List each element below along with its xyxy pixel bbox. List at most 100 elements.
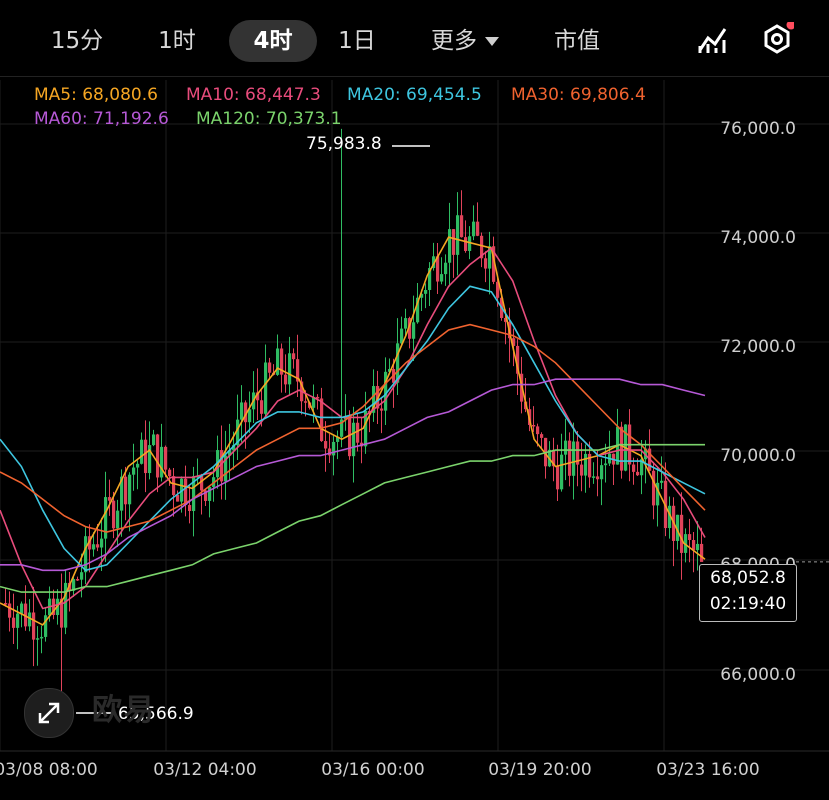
tab-more[interactable]: 更多 bbox=[415, 20, 515, 62]
candle-body bbox=[476, 221, 480, 236]
tab-4h[interactable]: 4时 bbox=[229, 20, 317, 62]
candle-body bbox=[420, 293, 424, 298]
ma30-legend: MA30: 69,806.4 bbox=[511, 85, 646, 105]
candle-body bbox=[536, 426, 540, 435]
y-tick-label: 72,000.0 bbox=[720, 337, 796, 357]
candle-body bbox=[8, 603, 12, 618]
candle-body bbox=[296, 359, 300, 382]
candle-body bbox=[40, 636, 44, 639]
candle-body bbox=[60, 598, 64, 628]
candle-body bbox=[188, 505, 192, 512]
candle-body bbox=[484, 258, 488, 269]
candle-body bbox=[168, 469, 172, 477]
tab-market-cap[interactable]: 市值 bbox=[554, 28, 600, 54]
x-tick-label: 03/12 04:00 bbox=[153, 760, 256, 780]
candle-body bbox=[588, 453, 592, 478]
candle-body bbox=[132, 467, 136, 475]
candle-body bbox=[700, 543, 704, 562]
candle-body bbox=[692, 540, 696, 551]
candle-body bbox=[332, 441, 336, 456]
candle-body bbox=[680, 514, 684, 553]
candle-body bbox=[324, 441, 328, 449]
candle-body bbox=[76, 579, 80, 581]
candle-countdown: 02:19:40 bbox=[709, 594, 787, 614]
candle-body bbox=[12, 617, 16, 628]
tab-15min[interactable]: 15分 bbox=[50, 28, 104, 54]
hexagon-settings-icon[interactable] bbox=[760, 20, 796, 56]
candle-body bbox=[256, 392, 260, 401]
candle-body bbox=[100, 538, 104, 548]
candle-body bbox=[408, 318, 412, 339]
candle-body bbox=[560, 454, 564, 490]
candle-body bbox=[208, 486, 212, 501]
candle-body bbox=[444, 262, 448, 275]
candle-body bbox=[432, 256, 436, 269]
candle-body bbox=[380, 408, 384, 411]
candle-body bbox=[16, 613, 20, 628]
candle-body bbox=[352, 422, 356, 457]
candle-body bbox=[104, 497, 108, 539]
candle-body bbox=[96, 544, 100, 548]
candle-body bbox=[80, 572, 84, 580]
low-price-label: 65,566.9 bbox=[118, 704, 194, 724]
ma-line-ma5 bbox=[0, 236, 706, 626]
current-price: 68,052.8 bbox=[710, 568, 786, 588]
candle-body bbox=[416, 297, 420, 323]
candle-body bbox=[572, 441, 576, 476]
candle-body bbox=[244, 402, 248, 423]
candle-body bbox=[72, 579, 76, 591]
toolbar-divider bbox=[0, 76, 829, 77]
candle-body bbox=[568, 440, 572, 476]
chevron-down-icon bbox=[485, 37, 499, 46]
candle-body bbox=[292, 353, 296, 360]
candle-body bbox=[456, 215, 460, 255]
candle-body bbox=[356, 422, 360, 443]
candle-body bbox=[304, 401, 308, 403]
candle-body bbox=[248, 409, 252, 423]
candle-body bbox=[364, 411, 368, 447]
candle-body bbox=[440, 274, 444, 282]
candle-body bbox=[268, 362, 272, 373]
expand-arrows-icon[interactable] bbox=[24, 688, 74, 738]
tab-1h[interactable]: 1时 bbox=[158, 28, 196, 54]
candle-body bbox=[492, 246, 496, 282]
candle-body bbox=[580, 464, 584, 476]
candle-body bbox=[516, 345, 520, 374]
candle-body bbox=[556, 466, 560, 490]
candle-body bbox=[136, 463, 140, 468]
candle-body bbox=[668, 505, 672, 529]
candle-body bbox=[220, 450, 224, 482]
candle-body bbox=[124, 476, 128, 505]
candle-body bbox=[428, 268, 432, 290]
candle-body bbox=[316, 396, 320, 399]
candle-body bbox=[676, 514, 680, 541]
candle-body bbox=[620, 426, 624, 471]
candle-body bbox=[200, 476, 204, 491]
chart-indicator-icon[interactable] bbox=[696, 22, 730, 56]
candle-body bbox=[512, 338, 516, 346]
candle-body bbox=[400, 328, 404, 344]
ma60-legend: MA60: 71,192.6 bbox=[34, 109, 169, 129]
candle-body bbox=[656, 482, 660, 506]
candle-body bbox=[152, 434, 156, 446]
candle-body bbox=[116, 510, 120, 529]
candle-body bbox=[184, 478, 188, 506]
candle-body bbox=[336, 436, 340, 442]
candle-body bbox=[160, 446, 164, 478]
x-tick-label: 03/23 16:00 bbox=[656, 760, 759, 780]
candle-body bbox=[260, 400, 264, 414]
candle-body bbox=[224, 455, 228, 482]
candle-body bbox=[652, 470, 656, 506]
candle-body bbox=[464, 237, 468, 251]
candle-body bbox=[320, 398, 324, 442]
candle-body bbox=[172, 476, 176, 496]
candle-body bbox=[504, 317, 508, 322]
candle-body bbox=[396, 343, 400, 383]
candle-body bbox=[452, 229, 456, 255]
y-tick-label: 74,000.0 bbox=[720, 228, 796, 248]
candle-body bbox=[388, 369, 392, 372]
candle-body bbox=[660, 480, 664, 483]
candle-body bbox=[632, 464, 636, 472]
tab-1d[interactable]: 1日 bbox=[338, 28, 376, 54]
